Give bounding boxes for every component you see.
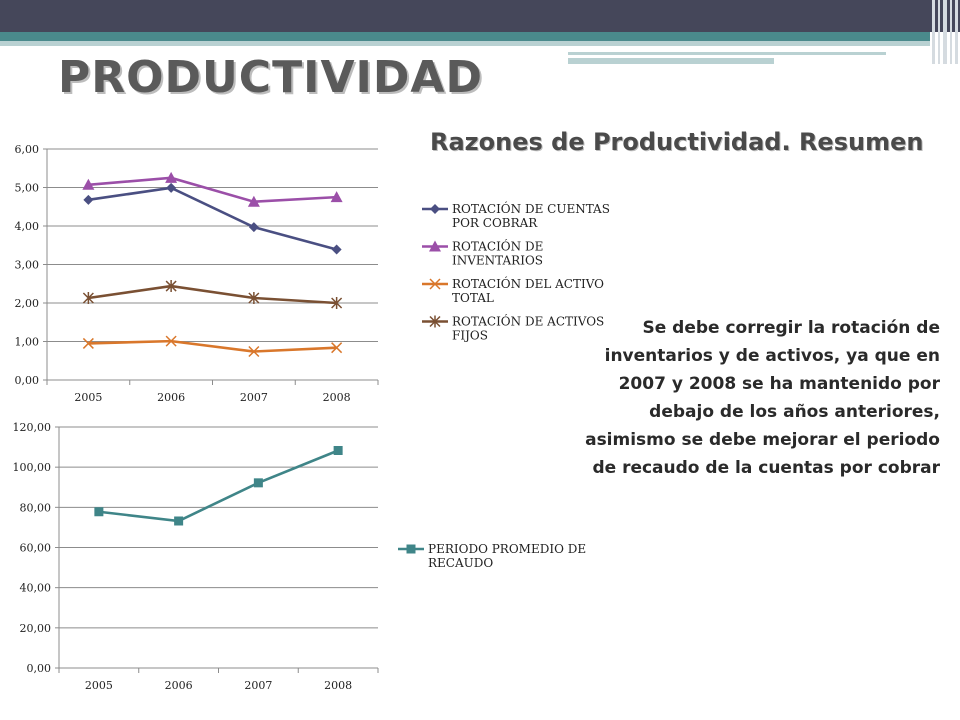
series-3 [82,335,343,358]
data-point [330,191,343,203]
data-point [165,171,178,183]
data-point [331,342,343,354]
y-tick-label: 0,00 [27,662,52,675]
top-stripe-light [0,41,930,46]
series-line [98,449,339,523]
legend-marker [430,204,440,214]
data-point [82,291,94,304]
data-point [165,280,177,293]
y-tick-label: 4,00 [15,220,40,233]
x-tick-label: 2006 [157,391,185,404]
legend-label: ROTACIÓN DE [452,238,543,254]
productivity-ratios-chart: 0,00 1,00 2,00 3,00 4,00 5,00 6,00 2005 2006 2007… [15,143,610,404]
top-stripe [0,32,930,41]
legend-label: FIJOS [452,329,488,343]
data-point [174,516,184,526]
data-point [166,182,177,193]
legend-marker [429,278,441,290]
data-point [94,507,104,517]
series-4 [82,280,343,309]
y-tick-label: 0,00 [15,374,40,387]
description-text: Se debe corregir la rotación de inventar… [585,318,940,478]
top-bar [0,0,960,32]
legend-label: ROTACIÓN DEL ACTIVO [452,275,604,291]
y-tick-label: 100,00 [13,461,52,474]
data-point [82,178,95,190]
y-tick-label: 5,00 [15,182,40,195]
legend-marker [429,240,441,252]
data-point [82,337,94,349]
data-point [331,244,342,255]
x-tick-label: 2007 [240,391,268,404]
y-tick-label: 40,00 [20,582,52,595]
x-tick-label: 2005 [74,391,102,404]
series-1 [94,445,343,526]
y-tick-label: 6,00 [15,143,40,156]
y-tick-label: 3,00 [15,259,40,272]
legend-label: PERIODO PROMEDIO DE [428,542,586,556]
series-line [88,176,337,204]
data-point [83,194,94,205]
y-tick-label: 60,00 [20,542,52,555]
legend-marker [406,544,416,554]
legend-label: ROTACIÓN DE ACTIVOS [452,313,604,329]
legend-label: TOTAL [452,291,494,305]
x-tick-label: 2007 [244,679,272,692]
data-point [253,478,263,488]
x-tick-label: 2008 [323,391,351,404]
data-point [247,195,260,207]
y-tick-label: 80,00 [20,501,52,514]
legend-marker [429,315,441,328]
decorative-lines [930,0,960,64]
y-tick-label: 2,00 [15,297,40,310]
series-line [88,186,337,251]
y-tick-label: 1,00 [15,336,40,349]
series-line [88,284,337,305]
y-tick-label: 20,00 [20,622,52,635]
legend-label: ROTACIÓN DE CUENTAS [452,200,610,216]
x-tick-label: 2005 [85,679,113,692]
accent-line [568,52,886,55]
data-point [333,445,343,455]
legend-label: POR COBRAR [452,216,538,230]
accent-line [568,58,774,64]
collection-period-chart: 0,00 20,00 40,00 60,00 80,00 100,00 120,00 2005… [13,421,587,692]
slide-title: PRODUCTIVIDAD [58,52,483,103]
data-point [248,222,259,233]
series-2 [82,171,343,207]
x-tick-label: 2006 [165,679,193,692]
data-point [248,291,260,304]
y-tick-label: 120,00 [13,421,52,434]
legend-label: INVENTARIOS [452,254,543,268]
data-point [248,345,260,358]
legend-label: RECAUDO [428,556,493,570]
data-point [165,335,177,347]
series-1 [83,182,342,255]
series-line [88,339,337,353]
x-tick-label: 2008 [324,679,352,692]
slide-subtitle: Razones de Productividad. Resumen [430,128,924,156]
data-point [331,297,343,309]
